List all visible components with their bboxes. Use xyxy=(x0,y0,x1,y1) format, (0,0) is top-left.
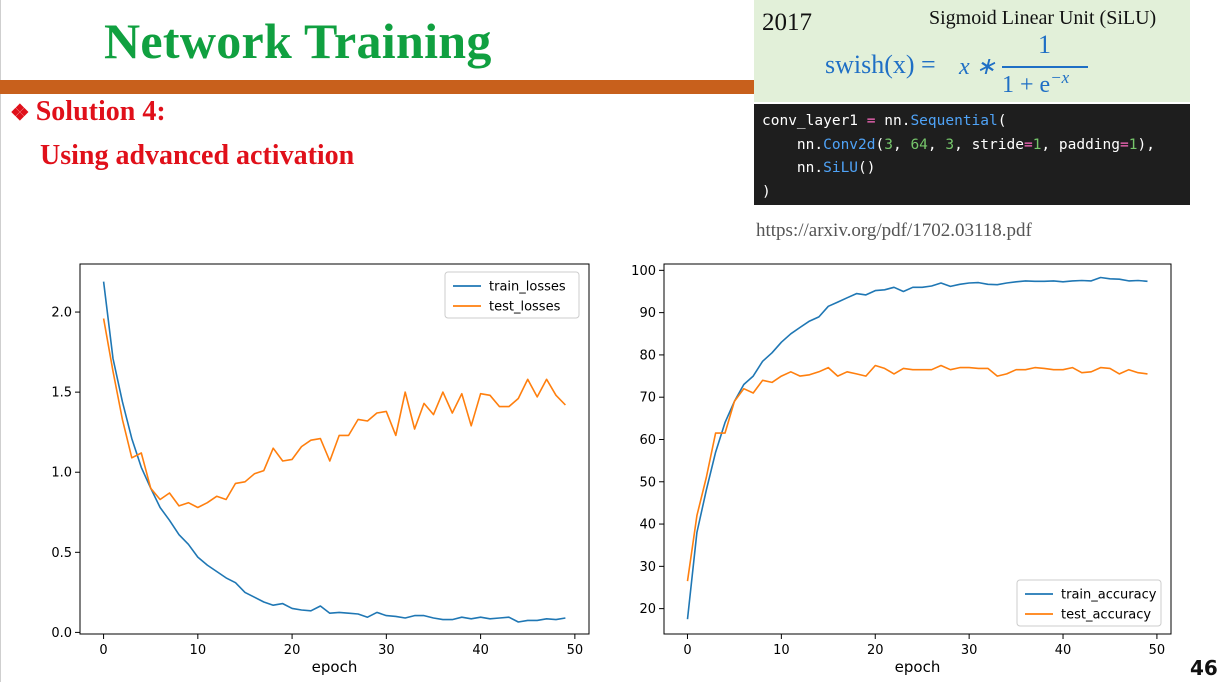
acc-legend-label-train_accuracy: train_accuracy xyxy=(1061,588,1157,603)
acc-y-tick-label: 90 xyxy=(639,306,656,321)
acc-x-tick-label: 10 xyxy=(773,643,790,658)
acc-series-line-train_accuracy xyxy=(686,276,1148,620)
loss-x-tick-label: 10 xyxy=(190,643,207,658)
loss-x-axis-label: epoch xyxy=(312,658,358,676)
formula-year: 2017 xyxy=(762,9,812,36)
loss-series-line-test_losses xyxy=(102,318,566,509)
acc-plot-frame xyxy=(663,263,1172,635)
loss-x-tick-label: 0 xyxy=(99,643,107,658)
slide-title: Network Training xyxy=(104,13,492,69)
bullet-heading: ❖ Solution 4: xyxy=(10,96,166,128)
code-line-4: ) xyxy=(762,183,771,200)
acc-x-tick-label: 20 xyxy=(867,643,884,658)
code-line-3: nn.SiLU() xyxy=(762,160,876,176)
accuracy-chart: 0 10 20 30 40 50 20 30 40 50 60 70 80 90 100 epoch train… xyxy=(631,263,1172,676)
code-block: conv_layer1 = nn.Sequential( nn.Conv2d(3… xyxy=(754,104,1190,205)
denominator-exponent: −x xyxy=(1050,68,1070,87)
loss-plot-frame xyxy=(79,263,590,635)
loss-legend-label-train_losses: train_losses xyxy=(489,280,566,295)
loss-y-tick-label: 1.5 xyxy=(51,386,72,401)
formula-x-times: x ∗ xyxy=(959,54,996,80)
acc-y-tick-label: 60 xyxy=(639,433,656,448)
loss-x-tick-label: 40 xyxy=(472,643,489,658)
loss-series-line-train_losses xyxy=(102,281,566,623)
formula-numerator: 1 xyxy=(1038,30,1051,59)
loss-x-tick-label: 20 xyxy=(284,643,301,658)
code-line-1: conv_layer1 = nn.Sequential( xyxy=(762,113,1007,129)
acc-x-tick-label: 50 xyxy=(1149,643,1166,658)
acc-series-line-test_accuracy xyxy=(686,364,1148,582)
acc-y-tick-label: 30 xyxy=(639,560,656,575)
acc-x-tick-label: 40 xyxy=(1055,643,1072,658)
reference-link[interactable]: https://arxiv.org/pdf/1702.03118.pdf xyxy=(756,220,1032,241)
acc-y-tick-label: 80 xyxy=(639,348,656,363)
title-divider-bar xyxy=(0,80,754,94)
loss-legend-label-test_losses: test_losses xyxy=(489,300,561,315)
acc-y-tick-label: 70 xyxy=(639,391,656,406)
loss-y-tick-label: 1.0 xyxy=(51,466,72,481)
denominator-base: 1 + e xyxy=(1002,72,1051,98)
acc-y-tick-label: 20 xyxy=(639,602,656,617)
loss-y-tick-label: 0.5 xyxy=(51,546,72,561)
diamond-bullet-icon: ❖ xyxy=(10,100,30,125)
loss-chart: 0 10 20 30 40 50 0.0 0.5 1.0 1.5 2.0 epoch train_los… xyxy=(51,263,590,676)
fraction-bar xyxy=(1002,66,1088,68)
acc-x-tick-label: 30 xyxy=(961,643,978,658)
acc-y-tick-label: 100 xyxy=(631,264,656,279)
acc-x-axis-label: epoch xyxy=(895,658,941,676)
loss-x-tick-label: 30 xyxy=(378,643,395,658)
code-line-2: nn.Conv2d(3, 64, 3, stride=1, padding=1)… xyxy=(762,136,1155,153)
loss-x-tick-label: 50 xyxy=(567,643,584,658)
bullet-text: Solution 4: xyxy=(35,96,166,127)
formula-lhs: swish(x) = xyxy=(825,50,936,79)
formula-name: Sigmoid Linear Unit (SiLU) xyxy=(929,7,1157,29)
acc-x-tick-label: 0 xyxy=(683,643,691,658)
acc-y-tick-label: 50 xyxy=(639,475,656,490)
page-number: 46 xyxy=(1190,656,1218,680)
formula-denominator: 1 + e−x xyxy=(1002,68,1069,99)
loss-y-tick-label: 0.0 xyxy=(51,626,72,641)
slide-left-border xyxy=(0,0,1,682)
acc-y-tick-label: 40 xyxy=(639,518,656,533)
formula-box: 2017 Sigmoid Linear Unit (SiLU) swish(x)… xyxy=(754,0,1190,102)
acc-legend-label-test_accuracy: test_accuracy xyxy=(1061,608,1151,623)
loss-y-tick-label: 2.0 xyxy=(51,306,72,321)
bullet-subtitle: Using advanced activation xyxy=(40,140,355,171)
